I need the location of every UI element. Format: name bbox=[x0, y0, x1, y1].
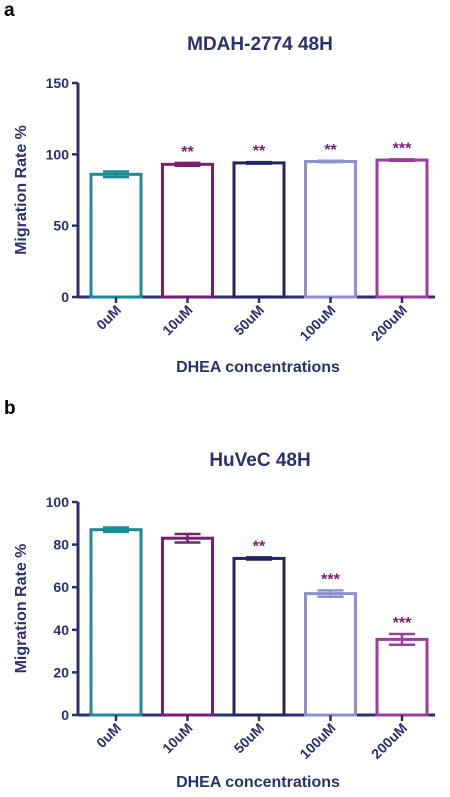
significance-label: ** bbox=[324, 142, 337, 159]
x-tick-label: 100uM bbox=[296, 302, 338, 344]
bar bbox=[232, 161, 286, 299]
bar-chart-svg: 0 50 100 150 Migration Rate % 0uM 10uM ** 50uM **… bbox=[13, 75, 435, 376]
significance-label: *** bbox=[393, 615, 412, 632]
y-tick-label: 100 bbox=[46, 494, 70, 510]
x-tick-label: 10uM bbox=[159, 720, 196, 757]
bar bbox=[161, 536, 214, 717]
bar bbox=[161, 162, 214, 299]
chart-panel-a: a MDAH-2774 48H 0 50 100 150 Migration Rate … bbox=[0, 0, 450, 390]
bar bbox=[375, 158, 429, 299]
significance-label: ** bbox=[253, 538, 266, 555]
y-axis-label: Migration Rate % bbox=[13, 544, 30, 674]
significance-label: ** bbox=[181, 144, 194, 161]
y-tick-label: 40 bbox=[53, 622, 69, 638]
x-tick-label: 200uM bbox=[368, 720, 410, 762]
chart-panel-b: b HuVeC 48H 0 20 40 60 80 100 Migration Rate %… bbox=[0, 398, 450, 797]
x-tick-label: 50uM bbox=[230, 302, 267, 339]
x-tick-label: 50uM bbox=[230, 720, 267, 757]
panel-label: a bbox=[4, 0, 15, 21]
significance-label: ** bbox=[253, 143, 266, 160]
bar bbox=[232, 556, 286, 717]
bar bbox=[89, 528, 143, 717]
y-tick-label: 0 bbox=[61, 707, 69, 723]
y-tick-label: 150 bbox=[46, 75, 70, 91]
x-tick-label: 0uM bbox=[93, 302, 124, 333]
bar bbox=[304, 592, 357, 717]
y-tick-label: 20 bbox=[53, 664, 69, 680]
x-axis-label: DHEA concentrations bbox=[176, 359, 340, 376]
bar-chart-svg: 0 20 40 60 80 100 Migration Rate % 0uM 10uM 50uM *… bbox=[13, 494, 435, 791]
panel-label: b bbox=[4, 398, 16, 419]
significance-label: *** bbox=[393, 140, 412, 157]
y-tick-label: 0 bbox=[61, 289, 69, 305]
x-tick-label: 10uM bbox=[159, 302, 196, 339]
x-tick-label: 100uM bbox=[296, 720, 338, 762]
y-tick-label: 100 bbox=[46, 146, 70, 162]
significance-label: *** bbox=[321, 571, 340, 588]
chart-title: MDAH-2774 48H bbox=[187, 34, 333, 55]
bar bbox=[89, 172, 143, 299]
y-tick-label: 50 bbox=[53, 218, 69, 234]
y-tick-label: 80 bbox=[53, 537, 69, 553]
bar bbox=[375, 637, 429, 717]
bar bbox=[304, 159, 357, 299]
y-tick-label: 60 bbox=[53, 579, 69, 595]
x-tick-label: 200uM bbox=[368, 302, 410, 344]
x-axis-label: DHEA concentrations bbox=[176, 774, 340, 791]
x-tick-label: 0uM bbox=[93, 720, 124, 751]
y-axis-label: Migration Rate % bbox=[13, 125, 30, 255]
chart-title: HuVeC 48H bbox=[209, 450, 311, 471]
